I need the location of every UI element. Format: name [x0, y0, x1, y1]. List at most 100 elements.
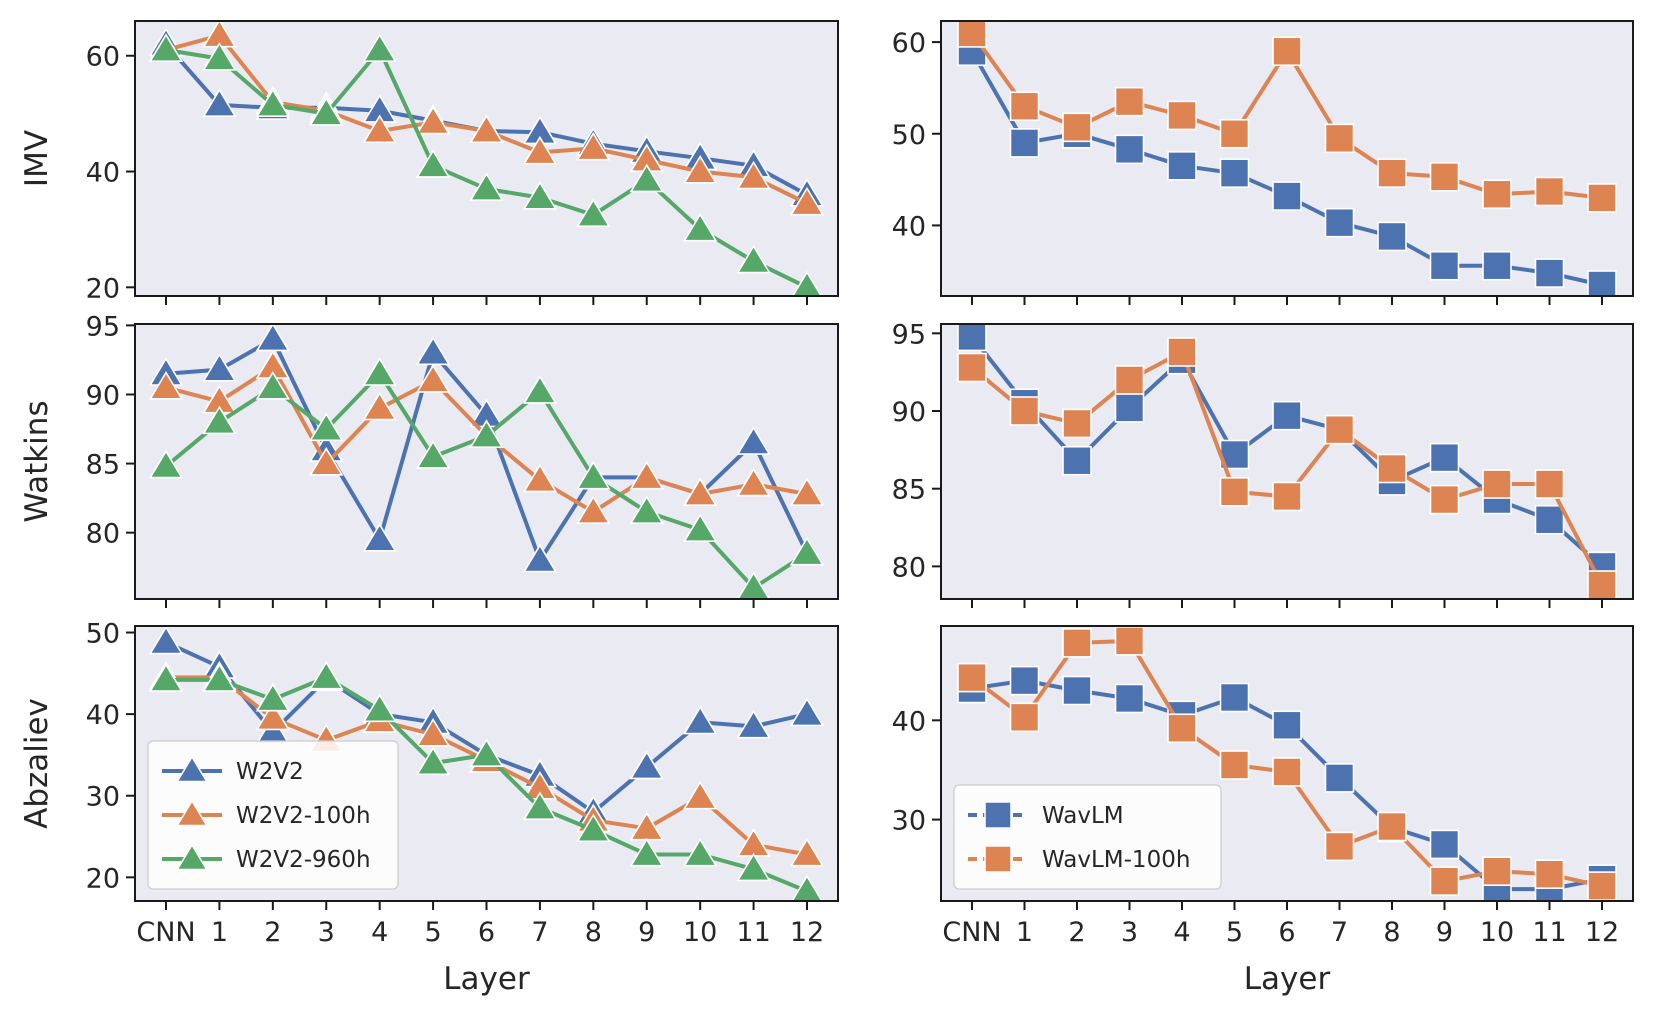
point-w2v2-960h-9: [629, 837, 664, 867]
legend-marker: [984, 845, 1012, 873]
point-w2v2-960h-1: [202, 405, 237, 435]
x-tick-label: 10: [1480, 917, 1514, 948]
point-w2v2-100h-4: [362, 391, 397, 421]
point-wavlm-100h-8: [1377, 453, 1407, 484]
point-w2v2-100h-6: [469, 114, 504, 144]
y-tick-label: 95: [86, 311, 120, 342]
point-w2v2-960h-4: [362, 693, 397, 723]
point-w2v2-960h-4: [362, 33, 397, 62]
point-wavlm-100h-11: [1534, 469, 1565, 499]
x-tick-label: 7: [1331, 917, 1348, 948]
point-wavlm-100h-11: [1534, 176, 1565, 207]
y-tick-label: 85: [86, 450, 120, 481]
legend-marker: [984, 801, 1012, 829]
x-tick-label: 6: [1278, 917, 1295, 948]
x-tick-label: 8: [585, 917, 602, 948]
point-w2v2-960h-3: [309, 412, 344, 442]
point-w2v2-11: [736, 426, 771, 455]
point-wavlm-10: [1482, 250, 1512, 281]
legend-entry-wavlm-100h: WavLM-100h: [968, 845, 1190, 873]
x-tick-label: 12: [1585, 917, 1619, 948]
x-tick-label: 8: [1383, 917, 1400, 948]
point-w2v2-100h-12: [789, 477, 825, 507]
point-w2v2-4: [362, 523, 397, 552]
point-w2v2-100h-5: [415, 717, 451, 747]
y-tick-label: 90: [86, 380, 120, 411]
data-layer: [148, 626, 825, 901]
point-wavlm-3: [1114, 393, 1145, 423]
point-wavlm-100h-7: [1324, 414, 1355, 445]
x-tick-label: 3: [1121, 917, 1138, 948]
point-w2v2-960h-2: [255, 88, 290, 117]
point-w2v2-100h-2: [255, 701, 290, 731]
point-w2v2-960h-2: [255, 371, 290, 400]
point-w2v2-100h-10: [683, 477, 718, 507]
point-wavlm-11: [1534, 258, 1565, 288]
legend-entry-w2v2-100h: W2V2-100h: [162, 799, 371, 829]
x-tick-label: 6: [478, 917, 495, 948]
point-w2v2-100h-10: [683, 154, 718, 184]
point-w2v2-960h-2: [255, 682, 290, 712]
point-w2v2-960h-6: [469, 738, 504, 767]
point-wavlm-1: [1009, 128, 1040, 158]
point-w2v2-960h-cnn: [148, 663, 184, 692]
point-wavlm-6: [1272, 710, 1302, 741]
x-tick-label: 10: [683, 917, 717, 948]
point-wavlm-100h-10: [1482, 179, 1512, 210]
point-wavlm-5: [1219, 158, 1250, 188]
point-w2v2-100h-8: [576, 495, 611, 524]
point-wavlm-cnn: [957, 324, 987, 352]
x-tick-label: 11: [1532, 917, 1566, 948]
point-wavlm-1: [1009, 665, 1040, 696]
legend-box: [953, 784, 1222, 890]
point-w2v2-960h-3: [309, 97, 344, 126]
point-w2v2-100h-12: [789, 186, 825, 216]
legend-entry-w2v2: W2V2: [162, 755, 304, 785]
y-tick-label: 95: [892, 319, 926, 350]
point-wavlm-100h-5: [1219, 476, 1250, 507]
x-axis-label: Layer: [1244, 961, 1331, 997]
point-w2v2-1: [202, 353, 237, 382]
x-tick-label: 2: [264, 917, 281, 948]
x-tick-label: 9: [1436, 917, 1453, 948]
point-wavlm-100h-9: [1429, 162, 1460, 192]
point-wavlm-2: [1062, 445, 1092, 476]
y-axis-label: Abzaliev: [19, 698, 55, 829]
y-axis-label: Watkins: [19, 400, 55, 522]
point-wavlm-100h-2: [1062, 408, 1092, 439]
point-w2v2-100h-11: [736, 467, 771, 497]
point-wavlm-100h-10: [1482, 469, 1512, 499]
legend-box: [147, 740, 399, 890]
point-wavlm-3: [1114, 134, 1145, 165]
point-wavlm-7: [1324, 763, 1355, 793]
point-wavlm-100h-2: [1062, 628, 1092, 658]
x-tick-label: 5: [1226, 917, 1243, 948]
point-w2v2-960h-1: [202, 42, 237, 71]
point-wavlm-100h-3: [1114, 626, 1145, 656]
point-wavlm-5: [1219, 682, 1250, 713]
point-wavlm-9: [1429, 250, 1460, 281]
point-wavlm-12: [1587, 270, 1617, 296]
point-wavlm-100h-7: [1324, 831, 1355, 862]
x-tick-label: 11: [736, 917, 770, 948]
plot-area: [941, 21, 1633, 296]
point-wavlm-100h-8: [1377, 811, 1407, 842]
point-wavlm-6: [1272, 181, 1302, 211]
x-tick-label: 12: [790, 917, 824, 948]
data-layer: [957, 626, 1617, 901]
point-w2v2-960h-6: [469, 172, 504, 201]
point-wavlm-9: [1429, 829, 1460, 860]
x-tick-label: 4: [371, 917, 388, 948]
legend-label: W2V2-960h: [236, 847, 371, 873]
y-tick-label: 40: [86, 158, 120, 189]
point-w2v2-960h-7: [522, 375, 558, 404]
point-w2v2-960h-6: [469, 419, 504, 448]
point-w2v2-100h-7: [522, 463, 558, 493]
x-axis-label: Layer: [443, 961, 530, 997]
x-tick-label: 4: [1173, 917, 1190, 948]
point-w2v2-1: [202, 88, 237, 117]
point-w2v2-960h-8: [576, 813, 611, 843]
point-w2v2-100h-5: [415, 364, 451, 393]
point-wavlm-100h-4: [1167, 337, 1197, 367]
